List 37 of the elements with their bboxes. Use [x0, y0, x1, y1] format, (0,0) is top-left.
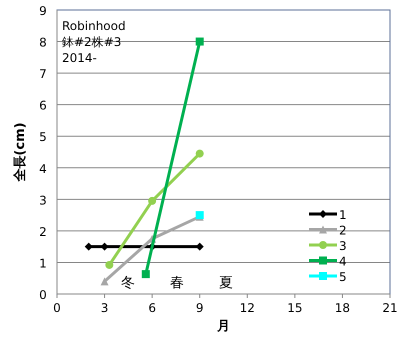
legend-label: 4 [339, 254, 347, 268]
point [142, 270, 150, 278]
legend-label: 1 [339, 208, 347, 222]
annotation: Robinhood [62, 19, 126, 33]
point [196, 38, 204, 46]
x-tick-label: 18 [334, 301, 350, 315]
annotation: 2014- [62, 51, 97, 65]
y-tick-label: 3 [39, 193, 47, 208]
y-tick-label: 6 [39, 98, 47, 113]
y-tick-label: 2 [39, 224, 47, 239]
annotation: 鉢#2株#3 [62, 35, 122, 49]
y-tick-label: 4 [39, 162, 47, 176]
x-tick-label: 0 [53, 301, 61, 315]
y-tick-label: 7 [39, 67, 47, 82]
y-tick-label: 5 [39, 130, 47, 144]
legend-label: 5 [339, 270, 347, 284]
x-tick-label: 12 [240, 301, 255, 315]
x-tick-label: 21 [382, 301, 398, 315]
y-tick-label: 9 [39, 4, 47, 18]
y-tick-label: 0 [39, 288, 47, 302]
point [148, 196, 156, 205]
y-tick-label: 1 [39, 256, 47, 270]
x-tick-label: 6 [148, 301, 156, 315]
legend-label: 2 [339, 224, 347, 238]
x-tick-label: 9 [196, 301, 204, 315]
annotation: 夏 [219, 275, 233, 291]
x-axis-title: 月 [216, 319, 230, 334]
point [105, 260, 114, 269]
point [196, 150, 204, 158]
y-axis-title: 全長(cm) [13, 122, 28, 183]
annotation: 冬 [121, 275, 135, 291]
y-tick-label: 8 [39, 36, 47, 50]
x-tick-label: 3 [100, 301, 108, 315]
annotation: 春 [170, 275, 184, 291]
point [100, 277, 109, 286]
x-tick-label: 15 [287, 301, 302, 315]
legend-label: 3 [339, 239, 347, 253]
